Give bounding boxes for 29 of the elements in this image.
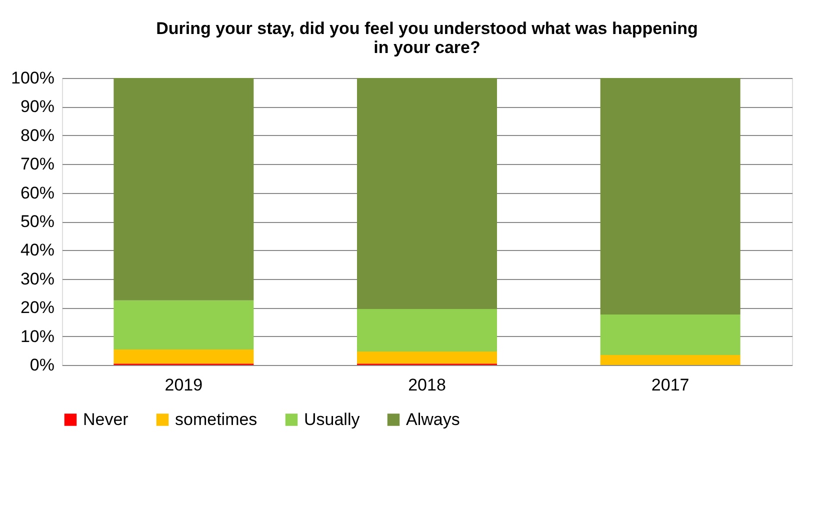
- bar: [114, 300, 254, 350]
- bar: [357, 352, 497, 364]
- bar: [600, 78, 740, 314]
- y-tick-label: 20%: [20, 298, 54, 318]
- bar: [600, 314, 740, 355]
- y-tick-label: 0%: [30, 356, 54, 374]
- y-tick-label: 50%: [20, 212, 54, 231]
- y-tick-label: 90%: [20, 97, 54, 116]
- legend-label: Always: [406, 410, 460, 429]
- y-tick-label: 70%: [20, 154, 54, 174]
- bar: [600, 354, 740, 365]
- text: in your care?: [374, 38, 480, 57]
- x-tick-label: 2019: [164, 376, 203, 394]
- bar: [114, 78, 254, 300]
- y-tick-label: 40%: [20, 240, 54, 260]
- y-tick-label: 100%: [11, 68, 54, 88]
- legend-label: Never: [83, 410, 129, 429]
- x-tick-label: 2018: [408, 376, 446, 394]
- y-tick-label: 80%: [20, 126, 54, 145]
- bar: [114, 350, 254, 364]
- legend-label: sometimes: [175, 410, 258, 429]
- bar: [357, 309, 497, 352]
- x-tick-label: 2017: [651, 376, 690, 394]
- bar: [357, 78, 497, 310]
- legend-label: Usually: [304, 410, 360, 429]
- y-tick-label: 30%: [20, 269, 54, 288]
- y-tick-label: 60%: [20, 183, 54, 202]
- text: During your stay, did you feel you understood what was happening: [156, 19, 698, 38]
- y-tick-label: 10%: [20, 326, 54, 346]
